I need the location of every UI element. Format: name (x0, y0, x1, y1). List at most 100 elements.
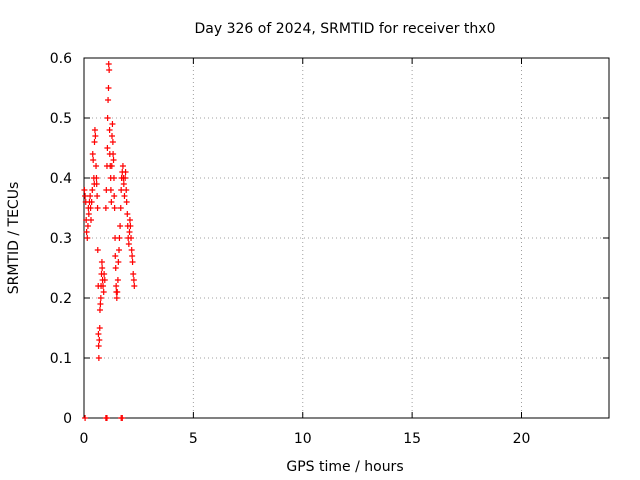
data-point (119, 163, 126, 169)
data-point (97, 301, 104, 307)
y-tick-label: 0.6 (50, 51, 72, 67)
data-point (120, 181, 127, 187)
data-point (112, 265, 119, 271)
data-point (114, 289, 121, 295)
y-tick-label: 0.1 (50, 351, 72, 367)
data-point (130, 271, 137, 277)
chart-title: Day 326 of 2024, SRMTID for receiver thx… (195, 21, 496, 37)
data-point (95, 331, 102, 337)
data-point (122, 169, 129, 175)
data-point (109, 121, 116, 127)
data-points (81, 61, 138, 421)
data-point (124, 211, 131, 217)
data-point (116, 247, 122, 253)
x-axis-label: GPS time / hours (286, 459, 403, 475)
data-point (119, 415, 126, 421)
x-tick-label: 20 (513, 431, 531, 447)
data-point (98, 259, 105, 265)
data-point (94, 205, 101, 211)
data-point (97, 295, 104, 301)
data-point (87, 193, 94, 199)
grid (84, 58, 609, 418)
data-point (94, 247, 101, 253)
data-point (106, 67, 113, 73)
data-point (109, 133, 115, 139)
data-point (129, 259, 136, 265)
data-point (128, 235, 135, 241)
data-point (85, 211, 92, 217)
data-point (115, 259, 122, 265)
data-point (88, 217, 94, 223)
data-point (126, 217, 133, 223)
data-point (104, 145, 111, 151)
data-point (109, 139, 116, 145)
data-point (111, 205, 118, 211)
axis-ticks: 0 0.1 0.2 0.3 0.4 0.5 0.6 0 5 10 15 20 (50, 51, 609, 447)
data-point (107, 187, 114, 193)
data-point (125, 241, 132, 247)
data-point (90, 157, 97, 163)
data-point (92, 133, 99, 139)
data-point (117, 223, 124, 229)
data-point (84, 235, 91, 241)
data-point (128, 247, 135, 253)
data-point (100, 289, 107, 295)
data-point (84, 223, 91, 229)
data-point (129, 253, 136, 259)
data-point (127, 223, 134, 229)
data-point (93, 163, 100, 169)
data-point (89, 187, 96, 193)
data-point (118, 187, 125, 193)
y-tick-label: 0.2 (50, 291, 72, 307)
y-tick-label: 0.4 (50, 171, 72, 187)
data-point (110, 151, 117, 157)
plot-frame (83, 57, 610, 419)
data-point (110, 175, 117, 181)
data-point (101, 271, 108, 277)
data-point (122, 175, 129, 181)
data-point (113, 283, 120, 289)
data-point (88, 199, 95, 205)
data-point (105, 85, 112, 91)
data-point (131, 283, 138, 289)
data-point (87, 205, 94, 211)
data-point (99, 265, 106, 271)
y-axis-label: SRMTID / TECUs (6, 182, 22, 295)
data-point (123, 187, 130, 193)
data-point (130, 277, 137, 283)
data-point (83, 229, 90, 235)
data-point (82, 415, 89, 421)
data-point (93, 181, 100, 187)
y-tick-label: 0 (63, 411, 72, 427)
data-point (106, 127, 113, 133)
data-point (95, 355, 102, 361)
data-point (81, 187, 88, 193)
data-point (96, 325, 103, 331)
data-point (113, 295, 120, 301)
data-point (96, 307, 103, 313)
data-point (108, 199, 115, 205)
x-tick-label: 15 (403, 431, 421, 447)
data-point (105, 97, 112, 103)
data-point (108, 163, 115, 169)
data-point (114, 277, 121, 283)
data-point (126, 229, 133, 235)
data-point (101, 277, 108, 283)
data-point (100, 283, 107, 289)
data-point (112, 253, 119, 259)
x-tick-label: 0 (80, 431, 89, 447)
data-point (91, 127, 98, 133)
data-point (93, 175, 100, 181)
data-point (123, 199, 130, 205)
y-tick-label: 0.5 (50, 111, 72, 127)
data-point (103, 415, 110, 421)
data-point (111, 193, 118, 199)
data-point (82, 193, 89, 199)
data-point (95, 343, 102, 349)
data-point (91, 139, 98, 145)
data-point (121, 193, 128, 199)
x-tick-label: 10 (294, 431, 312, 447)
data-point (116, 235, 123, 241)
data-point (105, 61, 112, 67)
